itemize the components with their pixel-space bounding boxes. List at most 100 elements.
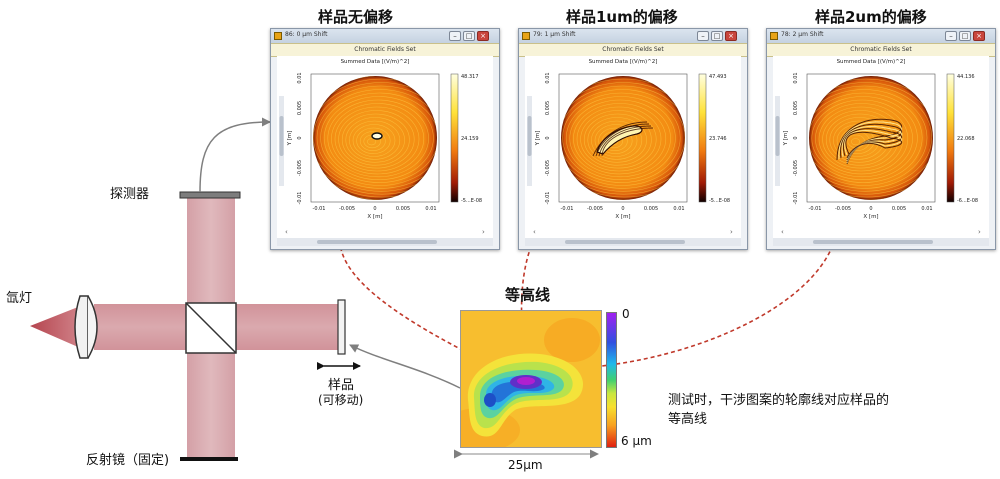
x-tick-label: -0.01 — [561, 206, 574, 212]
y-tick-label: -0.005 — [297, 160, 303, 176]
scroll-left-icon: ‹ — [533, 228, 536, 236]
contour-title: 等高线 — [505, 286, 551, 304]
interference-plot: Summed Data [(V/m)^2] 0.01 0.005 0 -0.005 -0.… — [775, 59, 981, 236]
interference-plot: Summed Data [(V/m)^2] 0.01 0.005 0 -0.005 -0.… — [279, 59, 485, 236]
x-tick-label: 0 — [373, 206, 376, 212]
x-tick-label: 0.01 — [921, 206, 932, 212]
maximize-button[interactable]: □ — [711, 31, 723, 41]
maximize-button[interactable]: □ — [959, 31, 971, 41]
lamp-label: 氙灯 — [6, 291, 33, 306]
maximize-button[interactable]: □ — [463, 31, 475, 41]
sample-label: 样品 — [328, 378, 355, 393]
tab-label: Chromatic Fields Set — [354, 46, 416, 53]
fields-tab[interactable]: Chromatic Fields Set — [271, 43, 499, 57]
contour-scale-top: 0 — [622, 307, 630, 321]
contour-scale-bottom: 6 µm — [621, 434, 652, 448]
colorbar-label: -5...E-08 — [709, 198, 730, 204]
colorbar-label: 22.068 — [957, 136, 975, 142]
minimize-button[interactable]: – — [697, 31, 709, 41]
plot-title: Summed Data [(V/m)^2] — [589, 59, 658, 65]
v-scroll-thumb — [775, 116, 780, 156]
note-line1: 测试时，干涉图案的轮廓线对应样品的 — [668, 393, 890, 408]
minimize-button[interactable]: – — [449, 31, 461, 41]
panel2-heading: 样品1um的偏移 — [566, 8, 678, 26]
axes-frame — [558, 73, 688, 203]
colorbar-label: 48.317 — [461, 74, 479, 80]
axes-frame — [310, 73, 440, 203]
fields-tab[interactable]: Chromatic Fields Set — [519, 43, 747, 57]
y-tick-label: 0.005 — [545, 101, 551, 115]
window-title: 86: 0 µm Shift — [285, 31, 328, 38]
y-tick-label: -0.01 — [793, 192, 799, 205]
detector-plate — [179, 191, 241, 199]
x-axis-label: X [m] — [615, 214, 630, 220]
colorbar-label: 23.746 — [709, 136, 727, 142]
fringe-rings — [809, 76, 933, 200]
fringe-rings — [313, 76, 437, 200]
colorbar-label: 24.159 — [461, 136, 479, 142]
close-button[interactable]: × — [477, 31, 489, 41]
y-tick-label: 0 — [297, 136, 303, 139]
dashed-arrow-panel1 — [339, 239, 523, 381]
x-tick-label: 0.005 — [644, 206, 658, 212]
scroll-thumb[interactable] — [813, 240, 933, 244]
scroll-thumb[interactable] — [565, 240, 685, 244]
colorbar-label: 47.493 — [709, 74, 727, 80]
y-axis-label: Y [m] — [535, 131, 541, 147]
y-tick-label: 0.01 — [297, 72, 303, 83]
panel3-window: 78: 2 µm Shift – □ × Chromatic Fields Se… — [766, 28, 996, 250]
axes-frame — [806, 73, 936, 203]
minimize-button[interactable]: – — [945, 31, 957, 41]
x-axis-label: X [m] — [367, 214, 382, 220]
x-tick-label: 0.005 — [396, 206, 410, 212]
plot-title: Summed Data [(V/m)^2] — [837, 59, 906, 65]
detector-label: 探测器 — [110, 187, 150, 202]
horizontal-scrollbar[interactable] — [277, 238, 493, 246]
colorbar — [450, 73, 459, 203]
scroll-thumb[interactable] — [317, 240, 437, 244]
close-button[interactable]: × — [973, 31, 985, 41]
x-tick-label: -0.01 — [809, 206, 822, 212]
bright-spot — [371, 132, 383, 140]
y-tick-label: 0 — [793, 136, 799, 139]
beam-splitter — [185, 302, 237, 354]
fringe-rings — [561, 76, 685, 200]
lamp-cone — [30, 307, 78, 347]
contour-scale-bar — [606, 312, 617, 448]
colorbar-label: 44.136 — [957, 74, 975, 80]
y-tick-label: 0.005 — [297, 101, 303, 115]
horizontal-scrollbar[interactable] — [773, 238, 989, 246]
interference-disc — [809, 76, 933, 200]
y-tick-label: 0 — [545, 136, 551, 139]
tab-label: Chromatic Fields Set — [850, 46, 912, 53]
y-tick-label: 0.01 — [545, 72, 551, 83]
dashed-arrow-panel3 — [579, 224, 839, 372]
panel2-window: 79: 1 µm Shift – □ × Chromatic Fields Se… — [518, 28, 748, 250]
contour-to-sample-arrow — [349, 344, 461, 389]
condenser-lens — [74, 295, 98, 359]
close-button[interactable]: × — [725, 31, 737, 41]
x-tick-label: 0 — [869, 206, 872, 212]
horizontal-scrollbar[interactable] — [525, 238, 741, 246]
window-title: 79: 1 µm Shift — [533, 31, 576, 38]
plot-area: Summed Data [(V/m)^2] 0.01 0.005 0 -0.005 -0.… — [525, 56, 741, 238]
contour-frame — [460, 310, 602, 448]
plot-area: Summed Data [(V/m)^2] 0.01 0.005 0 -0.005 -0.… — [773, 56, 989, 238]
y-axis-label: Y [m] — [783, 131, 789, 147]
colorbar — [698, 73, 707, 203]
detector-to-window-arrow — [199, 117, 271, 193]
plot-title: Summed Data [(V/m)^2] — [341, 59, 410, 65]
x-tick-label: -0.01 — [313, 206, 326, 212]
contour-map — [460, 310, 602, 448]
y-tick-label: 0.005 — [793, 101, 799, 115]
x-tick-label: -0.005 — [339, 206, 355, 212]
y-tick-label: -0.01 — [545, 192, 551, 205]
x-tick-label: 0.01 — [425, 206, 436, 212]
fields-tab[interactable]: Chromatic Fields Set — [767, 43, 995, 57]
sample-sub-label: (可移动) — [318, 393, 364, 407]
app-icon — [770, 32, 778, 40]
interference-plot: Summed Data [(V/m)^2] 0.01 0.005 0 -0.005 -0.… — [527, 59, 733, 236]
plot-area: Summed Data [(V/m)^2] 0.01 0.005 0 -0.005 -0.… — [277, 56, 493, 238]
colorbar-label: -6...E-08 — [957, 198, 978, 204]
